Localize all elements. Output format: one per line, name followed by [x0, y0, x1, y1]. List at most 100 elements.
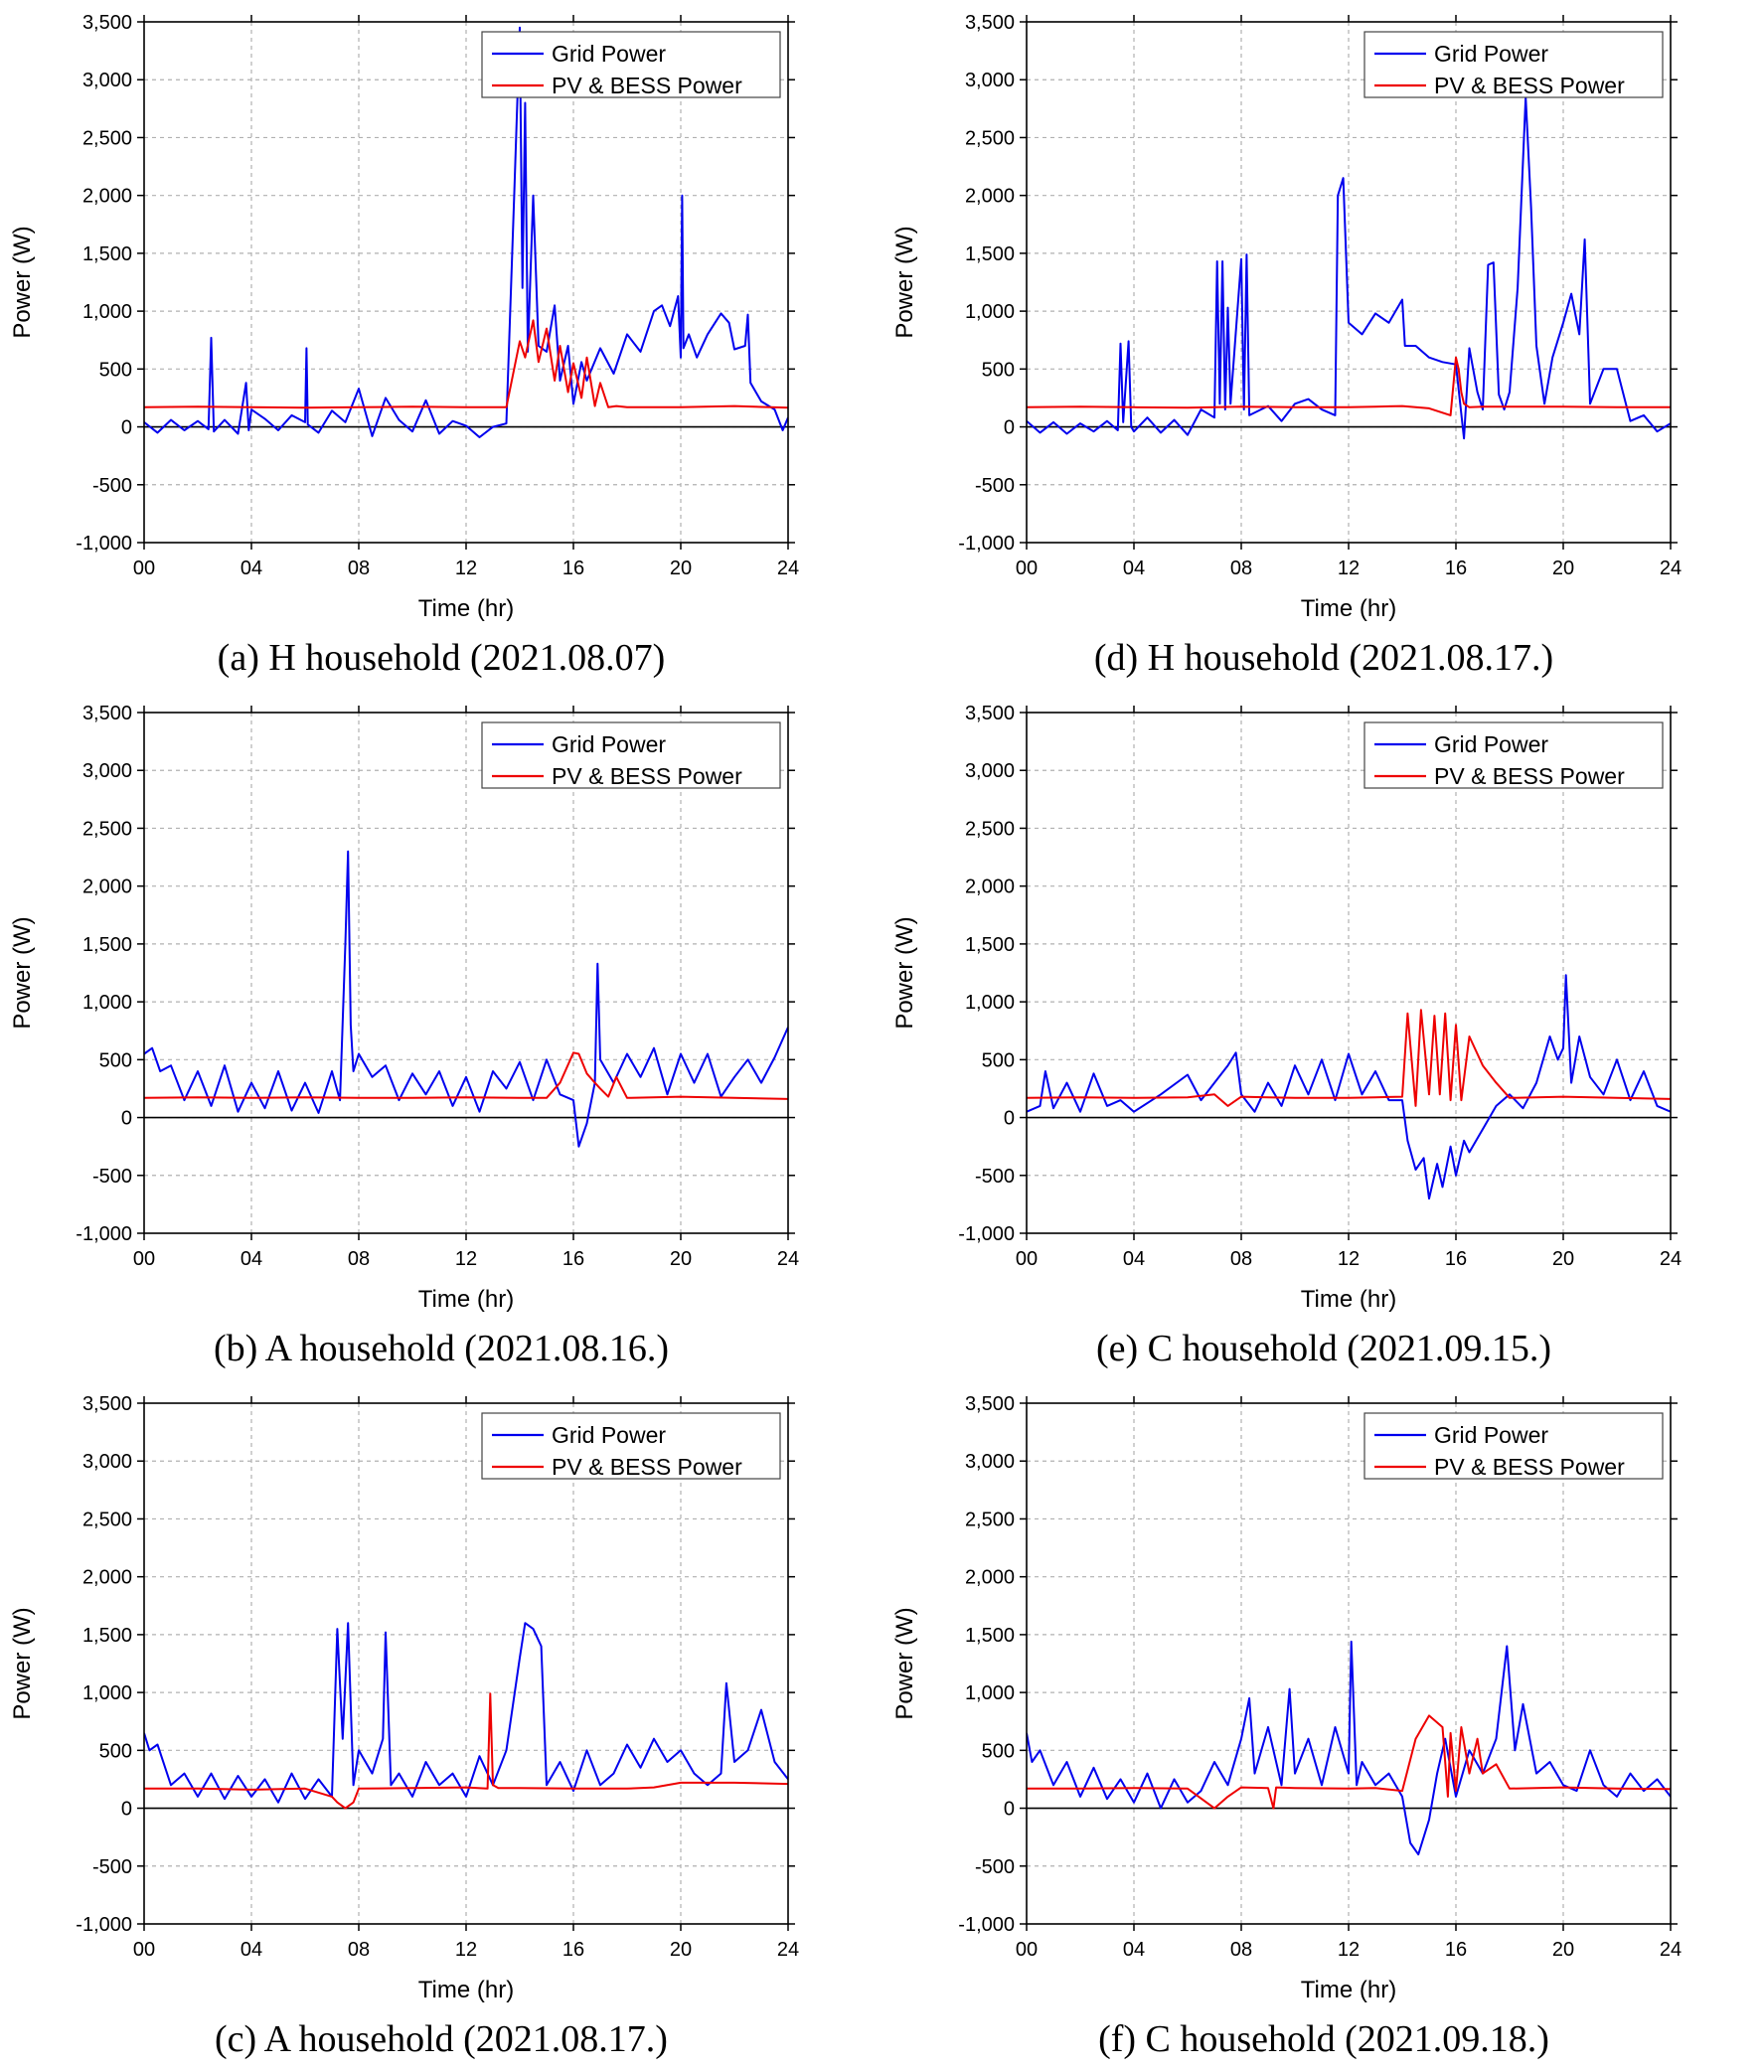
chart-panel-d: -1,000 -500 0 500 1,000 1,500 2,000 2,500 3,000 3… — [882, 0, 1764, 691]
x-tick-label: 04 — [1123, 1248, 1145, 1270]
y-tick-label: 0 — [1004, 417, 1015, 439]
y-tick-label: 2,000 — [965, 877, 1015, 898]
series-line-grid-power — [144, 850, 788, 1148]
legend-label-pv-bess-power: PV & BESS Power — [552, 73, 742, 98]
y-tick-label: 3,000 — [965, 70, 1015, 91]
x-tick-label: 08 — [1230, 1248, 1252, 1270]
x-tick-label: 00 — [1016, 558, 1038, 579]
y-tick-label: 0 — [1004, 1799, 1015, 1821]
chart-svg-d: -1,000 -500 0 500 1,000 1,500 2,000 2,500 3,000 3… — [891, 12, 1682, 622]
x-tick-label: 04 — [1123, 558, 1145, 579]
y-tick-label: 1,500 — [82, 1625, 132, 1647]
y-tick-label: 1,500 — [82, 243, 132, 265]
x-tick-label: 24 — [1660, 1939, 1682, 1961]
x-tick-label: 12 — [1338, 558, 1360, 579]
y-tick-label: 1,500 — [82, 934, 132, 956]
x-tick-label: 24 — [777, 1939, 799, 1961]
chart-caption-f: (f) C household (2021.09.18.) — [1098, 2018, 1549, 2060]
chart-svg-b: -1,000 -500 0 500 1,000 1,500 2,000 2,500 3,000 3… — [9, 703, 799, 1313]
series-line-grid-power — [144, 26, 788, 438]
y-tick-label: 0 — [121, 1108, 132, 1130]
x-tick-label: 04 — [241, 1939, 262, 1961]
y-tick-label: 2,500 — [82, 818, 132, 840]
y-tick-label: 2,500 — [82, 1509, 132, 1530]
y-tick-label: -1,000 — [76, 533, 132, 555]
y-tick-label: 500 — [99, 1740, 132, 1762]
x-tick-label: 00 — [133, 1939, 155, 1961]
chart-caption-e: (e) C household (2021.09.15.) — [1095, 1328, 1552, 1369]
y-tick-label: 1,500 — [965, 1625, 1015, 1647]
x-tick-label: 08 — [348, 1939, 370, 1961]
x-tick-label: 20 — [670, 558, 692, 579]
chart-svg-c: -1,000 -500 0 500 1,000 1,500 2,000 2,500 3,000 3… — [9, 1393, 799, 2003]
series-line-grid-power — [1027, 974, 1671, 1200]
y-tick-label: 1,000 — [82, 1682, 132, 1704]
y-tick-label: 1,500 — [965, 243, 1015, 265]
y-tick-label: 3,000 — [82, 70, 132, 91]
plot-frame — [143, 712, 789, 1234]
chart-panel-c: -1,000 -500 0 500 1,000 1,500 2,000 2,500 3,000 3… — [0, 1381, 882, 2072]
x-tick-label: 00 — [1016, 1248, 1038, 1270]
plot-frame — [143, 21, 789, 544]
y-axis-label: Power (W) — [891, 226, 918, 338]
series-line-pv-bess-power — [1027, 356, 1671, 416]
legend: Grid Power PV & BESS Power — [1363, 31, 1664, 98]
y-tick-label: 3,000 — [965, 1451, 1015, 1473]
chart-svg-f: -1,000 -500 0 500 1,000 1,500 2,000 2,500 3,000 3… — [891, 1393, 1682, 2003]
x-axis-label: Time (hr) — [1301, 1977, 1396, 2003]
y-tick-label: -1,000 — [958, 1914, 1015, 1936]
plot-frame — [1026, 1402, 1672, 1925]
y-tick-label: -500 — [92, 1166, 132, 1188]
y-tick-label: 500 — [982, 359, 1015, 381]
y-tick-label: -500 — [92, 1856, 132, 1878]
y-tick-label: 3,500 — [965, 12, 1015, 34]
legend-label-pv-bess-power: PV & BESS Power — [552, 1454, 742, 1480]
y-tick-label: 1,000 — [82, 301, 132, 323]
series-line-pv-bess-power — [144, 319, 788, 409]
y-tick-label: 1,000 — [82, 992, 132, 1014]
x-tick-label: 12 — [455, 1939, 477, 1961]
x-tick-label: 24 — [777, 1248, 799, 1270]
chart-svg-a: -1,000 -500 0 500 1,000 1,500 2,000 2,500 3,000 3… — [9, 12, 799, 622]
x-tick-label: 20 — [670, 1939, 692, 1961]
plot-frame — [143, 1402, 789, 1925]
series-line-grid-power — [1027, 95, 1671, 440]
series-line-pv-bess-power — [144, 1051, 788, 1100]
y-axis-label: Power (W) — [9, 226, 36, 338]
chart-panel-a: -1,000 -500 0 500 1,000 1,500 2,000 2,500 3,000 3… — [0, 0, 882, 691]
series-line-pv-bess-power — [144, 1692, 788, 1810]
legend: Grid Power PV & BESS Power — [481, 1412, 781, 1480]
y-tick-label: 3,500 — [82, 1393, 132, 1415]
legend: Grid Power PV & BESS Power — [481, 31, 781, 98]
x-tick-label: 20 — [670, 1248, 692, 1270]
series-line-grid-power — [144, 1622, 788, 1804]
y-tick-label: 2,000 — [965, 1567, 1015, 1589]
y-tick-label: 2,000 — [82, 1567, 132, 1589]
y-tick-label: 500 — [99, 1049, 132, 1071]
legend-label-grid-power: Grid Power — [552, 41, 666, 67]
x-tick-label: 16 — [1445, 1248, 1467, 1270]
y-tick-label: 2,500 — [965, 127, 1015, 149]
legend-label-pv-bess-power: PV & BESS Power — [1434, 763, 1625, 789]
y-axis-label: Power (W) — [9, 1607, 36, 1719]
y-tick-label: 1,500 — [965, 934, 1015, 956]
legend-label-grid-power: Grid Power — [1434, 1422, 1548, 1448]
y-tick-label: 1,000 — [965, 301, 1015, 323]
y-tick-label: 2,000 — [82, 186, 132, 208]
y-tick-label: -500 — [975, 1166, 1015, 1188]
x-tick-label: 12 — [1338, 1939, 1360, 1961]
legend-label-pv-bess-power: PV & BESS Power — [552, 763, 742, 789]
x-axis-label: Time (hr) — [418, 595, 514, 622]
x-axis-label: Time (hr) — [1301, 1286, 1396, 1313]
series-line-grid-power — [1027, 1640, 1671, 1856]
y-tick-label: 2,500 — [965, 1509, 1015, 1530]
y-tick-label: 3,500 — [965, 1393, 1015, 1415]
y-tick-label: 3,500 — [82, 703, 132, 724]
x-axis-label: Time (hr) — [418, 1286, 514, 1313]
x-tick-label: 16 — [562, 1939, 584, 1961]
chart-panel-b: -1,000 -500 0 500 1,000 1,500 2,000 2,500 3,000 3… — [0, 691, 882, 1381]
y-tick-label: 2,000 — [82, 877, 132, 898]
x-tick-label: 16 — [1445, 558, 1467, 579]
y-tick-label: 2,500 — [82, 127, 132, 149]
y-tick-label: -1,000 — [958, 533, 1015, 555]
